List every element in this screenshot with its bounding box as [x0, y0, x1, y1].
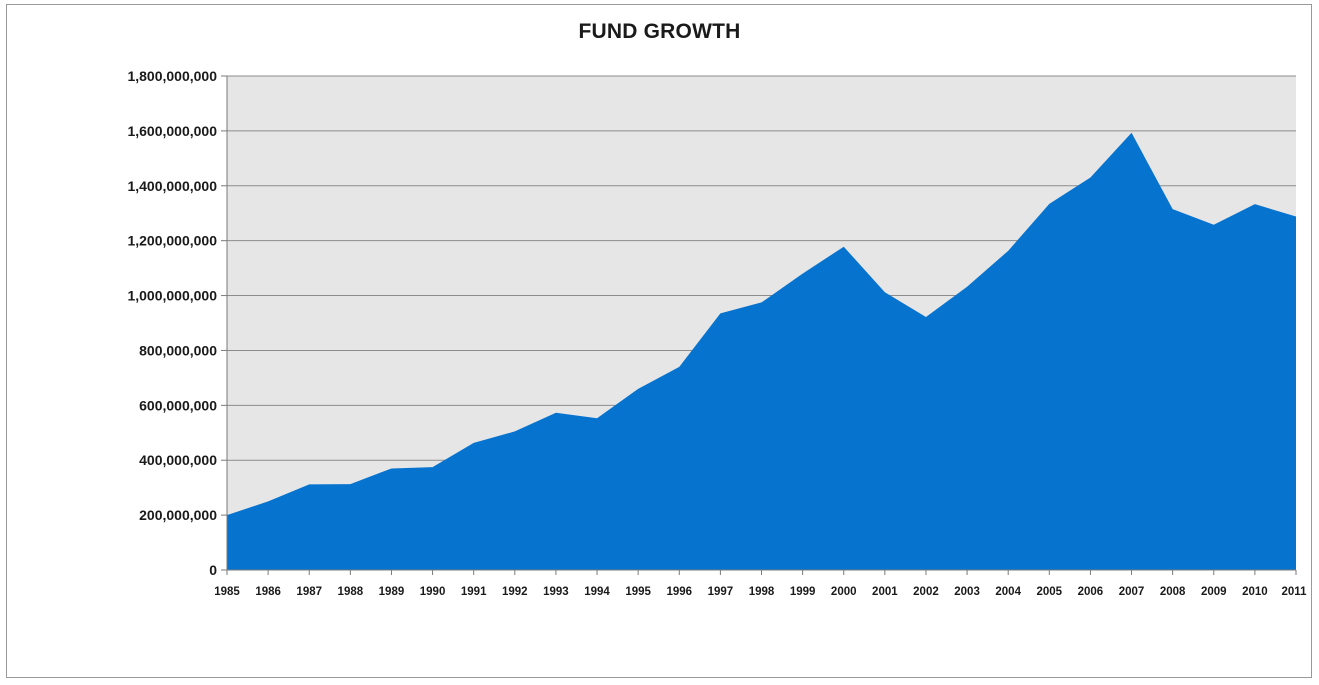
- x-tick-label: 1999: [790, 586, 816, 598]
- x-tick-label: 1986: [255, 586, 281, 598]
- x-tick-label: 2010: [1242, 586, 1268, 598]
- x-tick-label: 2002: [913, 586, 939, 598]
- y-tick-label: 1,800,000,000: [127, 68, 217, 84]
- y-tick-label: 0: [209, 562, 217, 578]
- x-tick-label: 1990: [420, 586, 446, 598]
- y-tick-label: 1,600,000,000: [127, 123, 217, 139]
- x-tick-label: 1985: [214, 586, 240, 598]
- y-tick-label: 1,200,000,000: [127, 233, 217, 249]
- y-axis: 0 200,000,000 400,000,000 600,000,000 800,00…: [127, 68, 228, 578]
- x-tick-label: 2001: [872, 586, 898, 598]
- x-tick-label: 2005: [1037, 586, 1063, 598]
- y-tick-label: 400,000,000: [139, 452, 217, 468]
- x-tick-label: 1991: [461, 586, 487, 598]
- x-tick-label: 2003: [954, 586, 980, 598]
- x-tick-label: 2006: [1078, 586, 1104, 598]
- x-tick-label: 2008: [1160, 586, 1186, 598]
- x-tick-label: 1993: [543, 586, 569, 598]
- x-axis: 1985 1986 1987 1988 1989 1990 1991 1992 1993 1994…: [214, 569, 1308, 598]
- y-tick-label: 1,400,000,000: [127, 178, 217, 194]
- x-tick-label: 1988: [338, 586, 364, 598]
- x-tick-label: 2000: [831, 586, 857, 598]
- x-tick-label: 2004: [995, 586, 1021, 598]
- y-tick-label: 200,000,000: [139, 507, 217, 523]
- x-tick-label: 1989: [379, 586, 405, 598]
- x-tick-label: 1998: [749, 586, 775, 598]
- x-tick-label: 1996: [666, 586, 692, 598]
- x-tick-label: 1992: [502, 586, 528, 598]
- x-tick-label: 2007: [1119, 586, 1145, 598]
- x-tick-label: 2009: [1201, 586, 1227, 598]
- x-tick-label: 1987: [296, 586, 322, 598]
- y-tick-label: 600,000,000: [139, 397, 217, 413]
- fund-growth-area: [227, 132, 1296, 570]
- x-tick-label: 1994: [584, 586, 610, 598]
- chart-title: FUND GROWTH: [578, 20, 741, 43]
- y-tick-label: 800,000,000: [139, 342, 217, 358]
- x-tick-label: 1995: [625, 586, 651, 598]
- x-tick-label: 1997: [708, 586, 734, 598]
- x-tick-label: 2011: [1282, 586, 1308, 598]
- y-tick-label: 1,000,000,000: [127, 288, 217, 304]
